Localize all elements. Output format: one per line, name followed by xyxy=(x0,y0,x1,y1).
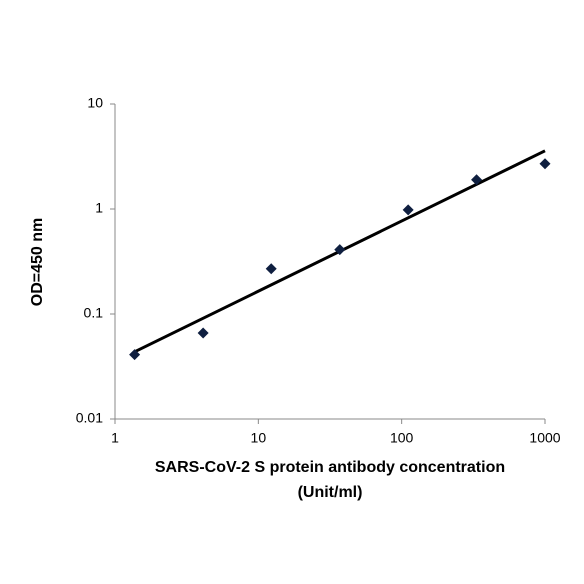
x-tick-label: 100 xyxy=(390,430,414,446)
x-axis-title: SARS-CoV-2 S protein antibody concentrat… xyxy=(155,459,505,476)
data-point xyxy=(129,349,141,361)
data-point xyxy=(539,158,551,170)
data-point xyxy=(265,263,277,275)
x-axis-title: (Unit/ml) xyxy=(298,484,363,501)
y-tick-label: 10 xyxy=(87,95,103,111)
data-point xyxy=(402,204,414,216)
data-point xyxy=(197,327,209,339)
data-point xyxy=(334,244,346,256)
x-tick-label: 1 xyxy=(111,430,119,446)
y-tick-label: 0.1 xyxy=(84,305,104,321)
y-axis-title: OD=450 nm xyxy=(29,218,46,306)
y-tick-label: 1 xyxy=(95,200,103,216)
data-point xyxy=(471,174,483,186)
x-tick-label: 1000 xyxy=(529,430,560,446)
y-tick-label: 0.01 xyxy=(76,410,103,426)
x-tick-label: 10 xyxy=(251,430,267,446)
